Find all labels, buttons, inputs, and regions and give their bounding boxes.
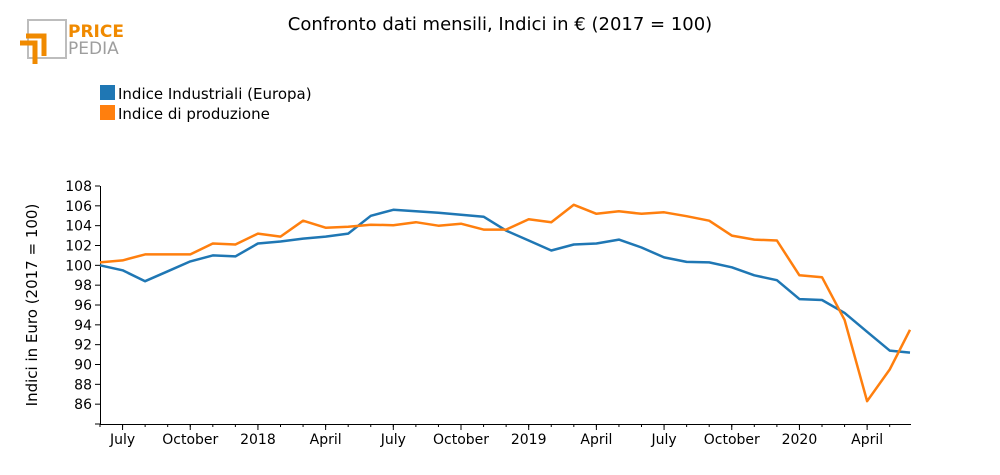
y-tick-label: 88 bbox=[74, 377, 92, 393]
y-tick-label: 100 bbox=[65, 258, 92, 274]
x-axis-ticks: July October 2018 April July October 2019 April… bbox=[99, 424, 891, 448]
y-tick-label: 102 bbox=[65, 239, 92, 255]
y-tick-label: 92 bbox=[74, 338, 92, 354]
series-line-produzione bbox=[99, 203, 912, 403]
legend-swatch-produzione bbox=[100, 105, 115, 120]
x-tick-label: April bbox=[851, 432, 883, 448]
x-tick-label: October bbox=[704, 432, 760, 448]
x-tick-label: 2019 bbox=[511, 432, 547, 448]
y-tick-label: 90 bbox=[74, 358, 92, 374]
x-tick-label: 2018 bbox=[240, 432, 276, 448]
x-tick-label: July bbox=[650, 432, 676, 448]
legend-label-industriali: Indice Industriali (Europa) bbox=[118, 85, 312, 103]
x-tick-label: April bbox=[310, 432, 342, 448]
series-layer bbox=[99, 203, 912, 403]
x-tick-label: April bbox=[580, 432, 612, 448]
chart-title: Confronto dati mensili, Indici in € (201… bbox=[288, 14, 712, 35]
y-tick-label: 106 bbox=[65, 199, 92, 215]
legend: Indice Industriali (Europa) Indice di pr… bbox=[100, 85, 312, 123]
y-tick-label: 104 bbox=[65, 219, 92, 235]
pricepedia-logo: PRICE PEDIA bbox=[20, 19, 124, 64]
y-axis-label: Indici in Euro (2017 = 100) bbox=[23, 204, 41, 407]
legend-label-produzione: Indice di produzione bbox=[118, 105, 270, 123]
legend-swatch-industriali bbox=[100, 85, 115, 100]
x-tick-label: October bbox=[433, 432, 489, 448]
y-tick-label: 96 bbox=[74, 298, 92, 314]
y-tick-label: 98 bbox=[74, 278, 92, 294]
x-tick-label: July bbox=[380, 432, 406, 448]
y-tick-label: 108 bbox=[65, 179, 92, 195]
x-tick-label: 2020 bbox=[782, 432, 818, 448]
y-tick-label: 86 bbox=[74, 397, 92, 413]
logo-word-price: PRICE bbox=[68, 22, 124, 42]
y-axis-ticks: 86 88 90 92 94 96 98 100 102 104 106 108 bbox=[65, 179, 100, 425]
x-tick-label: July bbox=[109, 432, 135, 448]
x-tick-label: October bbox=[162, 432, 218, 448]
logo-word-pedia: PEDIA bbox=[68, 39, 119, 59]
y-tick-label: 94 bbox=[74, 318, 92, 334]
series-line-industriali bbox=[99, 208, 911, 354]
